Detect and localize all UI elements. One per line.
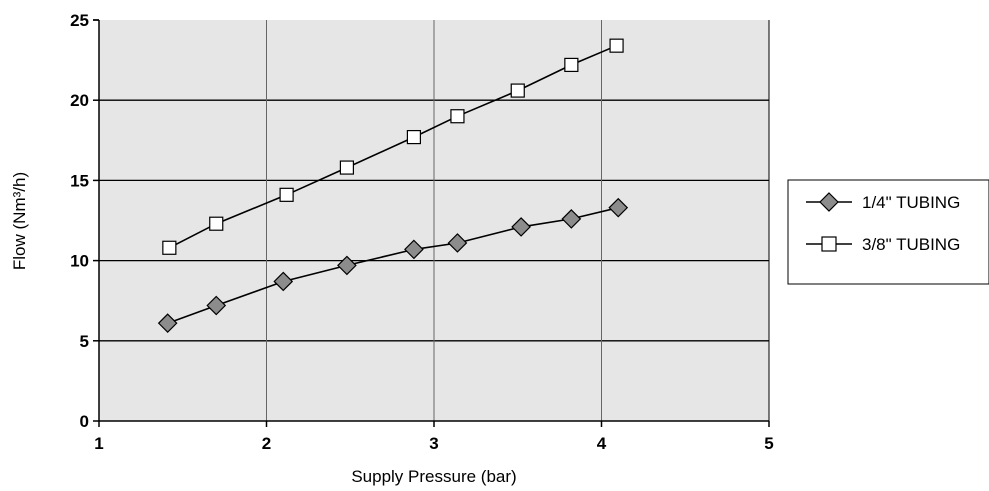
- legend-square-marker: [821, 236, 837, 252]
- square-marker: [339, 160, 354, 175]
- legend: 1/4" TUBING 3/8" TUBING: [787, 179, 989, 285]
- series: [157, 38, 629, 334]
- legend-box: [787, 179, 989, 285]
- x-tick-label: 5: [764, 434, 773, 453]
- square-marker: [510, 83, 525, 98]
- diamond-marker: [608, 197, 629, 218]
- diamond-marker: [561, 209, 582, 229]
- diamond-marker: [447, 233, 468, 253]
- diamond-marker: [157, 313, 178, 334]
- square-marker: [162, 240, 177, 255]
- y-tick-label: 15: [70, 171, 89, 190]
- diamond-marker: [404, 239, 424, 260]
- tick-labels: 0 5 10 15 20 25 1 2 3 4 5: [70, 11, 774, 453]
- y-tick-label: 0: [80, 412, 89, 431]
- diamond-marker: [337, 255, 357, 276]
- square-marker: [609, 38, 624, 53]
- square-marker: [279, 187, 294, 202]
- square-marker: [406, 129, 421, 145]
- x-tick-label: 1: [94, 434, 103, 453]
- legend-label-quarter: 1/4" TUBING: [862, 193, 960, 212]
- diamond-marker: [511, 217, 531, 237]
- diamond-marker: [273, 271, 294, 292]
- legend-label-threeeighth: 3/8" TUBING: [862, 235, 960, 254]
- y-tick-label: 10: [70, 252, 89, 271]
- square-marker: [450, 109, 465, 124]
- y-tick-label: 25: [70, 11, 89, 30]
- axes: [93, 19, 770, 427]
- y-tick-label: 20: [70, 91, 89, 110]
- x-axis-title: Supply Pressure (bar): [351, 467, 516, 486]
- x-tick-label: 3: [429, 434, 438, 453]
- x-tick-label: 2: [262, 434, 271, 453]
- diamond-marker: [206, 295, 227, 316]
- x-tick-label: 4: [597, 434, 607, 453]
- legend-diamond-marker: [819, 192, 839, 212]
- y-tick-label: 5: [80, 332, 89, 351]
- square-marker: [209, 216, 224, 231]
- square-marker: [564, 57, 579, 73]
- y-axis-title: Flow (Nm³/h): [10, 172, 29, 270]
- grid: [99, 20, 769, 421]
